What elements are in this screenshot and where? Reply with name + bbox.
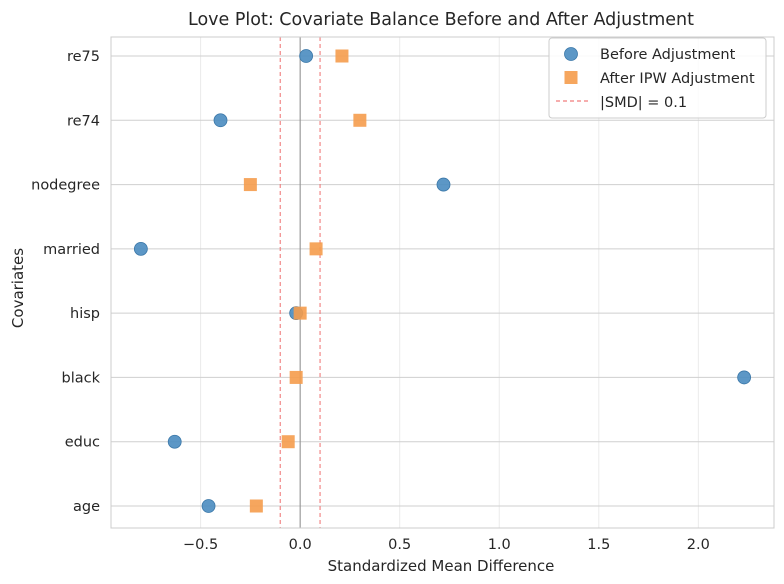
after-point-hisp: [293, 306, 307, 320]
x-tick-label: 0.5: [388, 537, 411, 553]
x-tick-label: 0.0: [289, 537, 312, 553]
grid-lines: [111, 37, 774, 528]
data-markers: [133, 49, 752, 513]
chart-title: Love Plot: Covariate Balance Before and …: [188, 10, 694, 30]
x-tick-labels: −0.5 0.0 0.5 1.0 1.5 2.0: [183, 537, 710, 553]
y-tick-hisp: hisp: [70, 306, 100, 322]
plot-frame: [110, 36, 775, 529]
y-tick-educ: educ: [65, 435, 100, 451]
y-axis-label: Covariates: [9, 248, 27, 328]
legend-frame: [548, 37, 767, 119]
x-tick-label: 2.0: [687, 537, 710, 553]
x-axis-label: Standardized Mean Difference: [328, 557, 555, 575]
before-point-married: [133, 241, 148, 256]
y-tick-re75: re75: [67, 49, 100, 65]
before-point-re75: [299, 49, 314, 63]
y-tick-age: age: [73, 499, 100, 515]
before-point-re74: [213, 113, 228, 128]
legend: Before Adjustment After IPW Adjustment |…: [548, 37, 767, 119]
legend-after-label: After IPW Adjustment: [600, 71, 755, 87]
y-tick-nodegree: nodegree: [31, 178, 100, 194]
after-point-educ: [281, 435, 295, 449]
after-point-black: [289, 370, 303, 384]
after-point-re75: [335, 49, 349, 63]
after-point-re74: [353, 113, 367, 127]
x-tick-label: 1.5: [587, 537, 610, 553]
legend-before-label: Before Adjustment: [600, 47, 736, 63]
legend-before-marker: [564, 47, 578, 61]
y-tick-labels: age educ black hisp married nodegree re74 re75: [31, 49, 100, 515]
y-tick-re74: re74: [67, 113, 100, 129]
before-point-nodegree: [436, 177, 451, 192]
legend-after-marker: [564, 71, 578, 84]
after-point-age: [249, 499, 263, 513]
y-tick-black: black: [62, 370, 101, 386]
after-point-married: [309, 242, 323, 256]
legend-threshold-label: |SMD| = 0.1: [600, 95, 687, 111]
after-point-nodegree: [243, 178, 257, 192]
x-tick-label: 1.0: [488, 537, 511, 553]
before-point-educ: [167, 434, 182, 449]
before-point-age: [201, 499, 216, 513]
reference-lines: [279, 37, 321, 528]
before-point-black: [737, 370, 752, 385]
y-tick-married: married: [43, 242, 100, 258]
x-tick-label: −0.5: [183, 537, 218, 553]
